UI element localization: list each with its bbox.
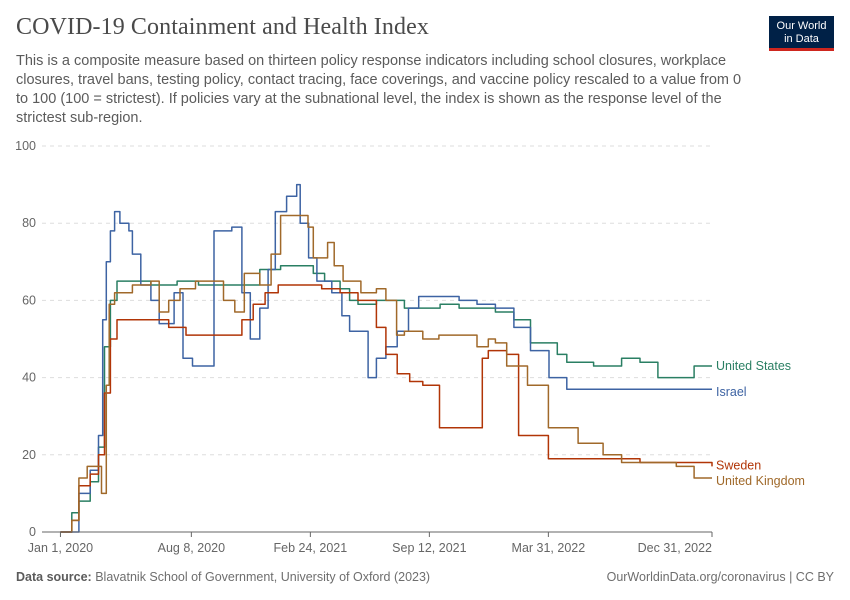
series-line-united-states	[60, 264, 712, 533]
data-source-text: Blavatnik School of Government, Universi…	[95, 570, 431, 584]
chart-subtitle: This is a composite measure based on thi…	[16, 53, 742, 126]
y-tick-label: 40	[22, 371, 36, 385]
y-tick-label: 20	[22, 448, 36, 462]
series-label-layer: United States Israel Sweden United Kingdom	[716, 359, 805, 488]
y-tick-label: 100	[15, 139, 36, 153]
series-label-israel: Israel	[716, 385, 747, 399]
owid-logo[interactable]: Our World in Data	[769, 16, 834, 51]
x-tick-label: Aug 8, 2020	[158, 541, 225, 555]
x-tick-label: Dec 31, 2022	[638, 541, 712, 555]
series-line-united-kingdom	[60, 214, 712, 533]
series-line-sweden	[60, 284, 713, 533]
logo-line-2: in Data	[784, 33, 819, 45]
chart-title: COVID-19 Containment and Health Index	[16, 14, 429, 40]
axis-layer: 0 20 40 60 80 100 Jan 1, 2020 Aug 8, 2020 Feb 24…	[15, 139, 713, 555]
logo-line-1: Our World	[776, 20, 827, 32]
x-tick-label: Sep 12, 2021	[392, 541, 466, 555]
y-tick-label: 0	[29, 525, 36, 539]
y-tick-label: 80	[22, 216, 36, 230]
x-tick-label: Mar 31, 2022	[512, 541, 586, 555]
series-label-united-states: United States	[716, 359, 791, 373]
series-label-sweden: Sweden	[716, 458, 761, 472]
x-tick-label: Feb 24, 2021	[274, 541, 348, 555]
x-tick-label: Jan 1, 2020	[28, 541, 93, 555]
series-label-united-kingdom: United Kingdom	[716, 474, 805, 488]
y-tick-label: 60	[22, 293, 36, 307]
license-link[interactable]: OurWorldinData.org/coronavirus | CC BY	[606, 570, 834, 584]
series-layer	[60, 183, 713, 533]
data-source-note: Data source: Blavatnik School of Governm…	[16, 570, 430, 584]
series-line-israel	[60, 183, 712, 533]
data-source-label: Data source:	[16, 570, 92, 584]
